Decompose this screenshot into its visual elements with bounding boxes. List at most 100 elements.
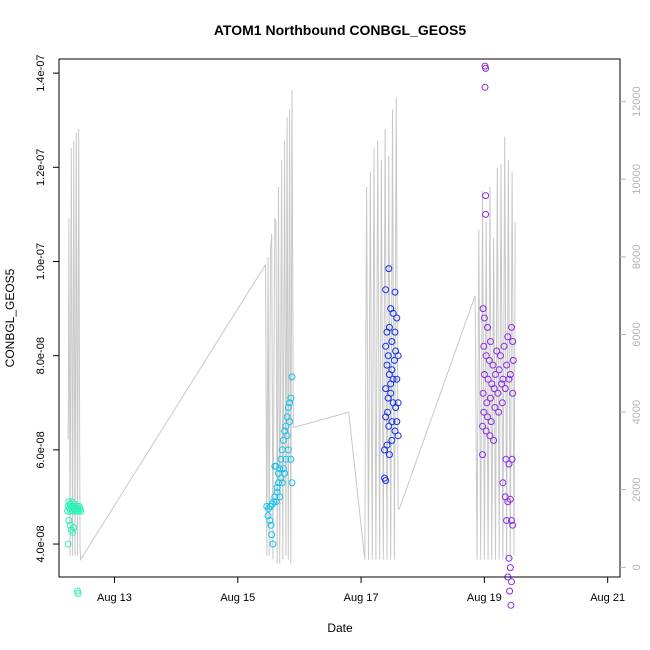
point-flight2	[286, 418, 294, 426]
point-flight4	[491, 404, 499, 411]
point-flight4	[480, 314, 488, 322]
point-flight4	[480, 371, 488, 378]
y-tick-label: 8.0e-08	[35, 337, 47, 374]
point-flight3	[385, 323, 393, 331]
point-flight3	[394, 352, 402, 360]
point-flight3	[389, 309, 397, 317]
y2-tick-label: 0	[631, 564, 643, 570]
point-flight4	[492, 371, 499, 378]
point-flight2	[273, 484, 281, 491]
point-flight3	[384, 352, 392, 360]
point-flight3	[388, 436, 396, 444]
point-flight2	[287, 455, 295, 463]
point-flight2	[286, 399, 294, 407]
point-flight4	[498, 399, 506, 407]
point-flight4	[482, 192, 490, 200]
point-flight3	[393, 314, 401, 322]
point-flight4	[484, 413, 491, 421]
point-flight4	[505, 554, 513, 562]
point-flight2	[288, 373, 296, 381]
point-flight3	[391, 288, 399, 296]
point-flight4	[484, 323, 491, 331]
point-flight4	[500, 342, 508, 350]
point-flight4	[483, 399, 491, 407]
point-flight3	[390, 356, 398, 364]
point-flight3	[387, 389, 395, 397]
point-flight1	[69, 528, 77, 536]
point-flight4	[508, 323, 515, 331]
point-flight4	[509, 356, 517, 364]
point-flight4	[479, 389, 487, 397]
point-flight4	[505, 460, 513, 468]
point-flight4	[506, 495, 514, 503]
point-flight4	[479, 305, 487, 313]
point-flight4	[490, 436, 498, 444]
point-flight4	[480, 342, 488, 350]
point-flight2	[269, 540, 277, 548]
altitude-line-flight3	[348, 97, 476, 560]
point-flight4	[489, 361, 497, 369]
point-flight1	[65, 517, 73, 524]
point-flight4	[508, 455, 516, 463]
point-flight3	[388, 418, 396, 426]
point-flight3	[388, 366, 396, 374]
point-flight3	[385, 422, 393, 430]
point-flight4	[508, 517, 515, 524]
point-flight1	[64, 540, 72, 548]
point-flight2	[278, 479, 286, 487]
point-flight4	[503, 517, 511, 524]
y2-tick-label: 6000	[631, 322, 643, 346]
point-flight4	[501, 385, 509, 393]
point-flight4	[487, 394, 494, 402]
x-tick-label: Aug 19	[467, 592, 502, 604]
altitude-line-flight1	[67, 128, 266, 562]
point-flight2	[270, 498, 277, 506]
point-flight4	[487, 338, 494, 345]
point-flight4	[479, 451, 486, 459]
point-flight2	[284, 404, 292, 411]
point-flight2	[266, 517, 274, 524]
point-flight4	[490, 385, 498, 393]
point-flight4	[482, 64, 490, 72]
y2-tick-label: 8000	[631, 245, 643, 269]
y2-tick-label: 12000	[631, 86, 643, 117]
point-flight4	[487, 418, 495, 426]
point-flight3	[385, 451, 393, 459]
x-tick-label: Aug 13	[97, 592, 132, 604]
point-flight4	[494, 389, 502, 397]
point-flight4	[506, 587, 514, 595]
point-flight1	[70, 524, 78, 532]
altitude-lines	[67, 89, 516, 564]
y-tick-label: 1.0e-07	[35, 243, 47, 280]
point-flight3	[384, 408, 392, 416]
point-flight3	[383, 361, 391, 369]
chart-title: ATOM1 Northbound CONBGL_GEOS5	[214, 22, 466, 38]
point-flight3	[394, 432, 402, 440]
point-flight3	[382, 477, 390, 484]
point-flight2	[267, 521, 275, 529]
point-flight3	[382, 286, 390, 294]
altitude-line-flight2	[265, 89, 349, 564]
point-flight4	[482, 427, 490, 435]
point-flight4	[499, 479, 507, 487]
x-tick-label: Aug 21	[590, 592, 625, 604]
altitude-line-flight4	[474, 136, 516, 560]
point-flight2	[283, 432, 291, 440]
y-tick-label: 1.4e-07	[35, 54, 47, 91]
point-flight1	[66, 521, 74, 529]
point-flight4	[506, 564, 514, 572]
x-tick-label: Aug 17	[344, 592, 379, 604]
point-flight2	[277, 455, 285, 463]
point-flight1	[77, 507, 85, 515]
point-flight4	[480, 408, 488, 416]
point-flight2	[288, 479, 296, 487]
point-flight2	[282, 455, 290, 463]
point-flight2	[276, 493, 284, 501]
y2-tick-label: 10000	[631, 164, 643, 195]
point-flight4	[493, 347, 501, 355]
point-flight2	[279, 436, 287, 444]
point-flight4	[504, 333, 512, 341]
point-flight3	[382, 413, 390, 421]
point-flight4	[505, 375, 513, 383]
